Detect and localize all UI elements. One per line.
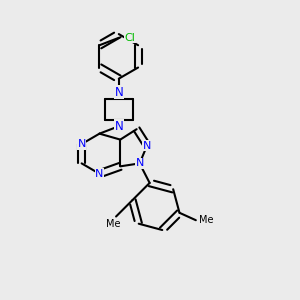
Text: N: N [77, 139, 86, 149]
Text: N: N [114, 120, 123, 133]
Text: N: N [95, 169, 104, 179]
Text: Me: Me [199, 215, 213, 225]
Text: N: N [114, 85, 123, 98]
Text: Cl: Cl [124, 33, 135, 43]
Text: Me: Me [106, 219, 121, 229]
Text: N: N [143, 140, 151, 151]
Text: N: N [135, 158, 144, 168]
